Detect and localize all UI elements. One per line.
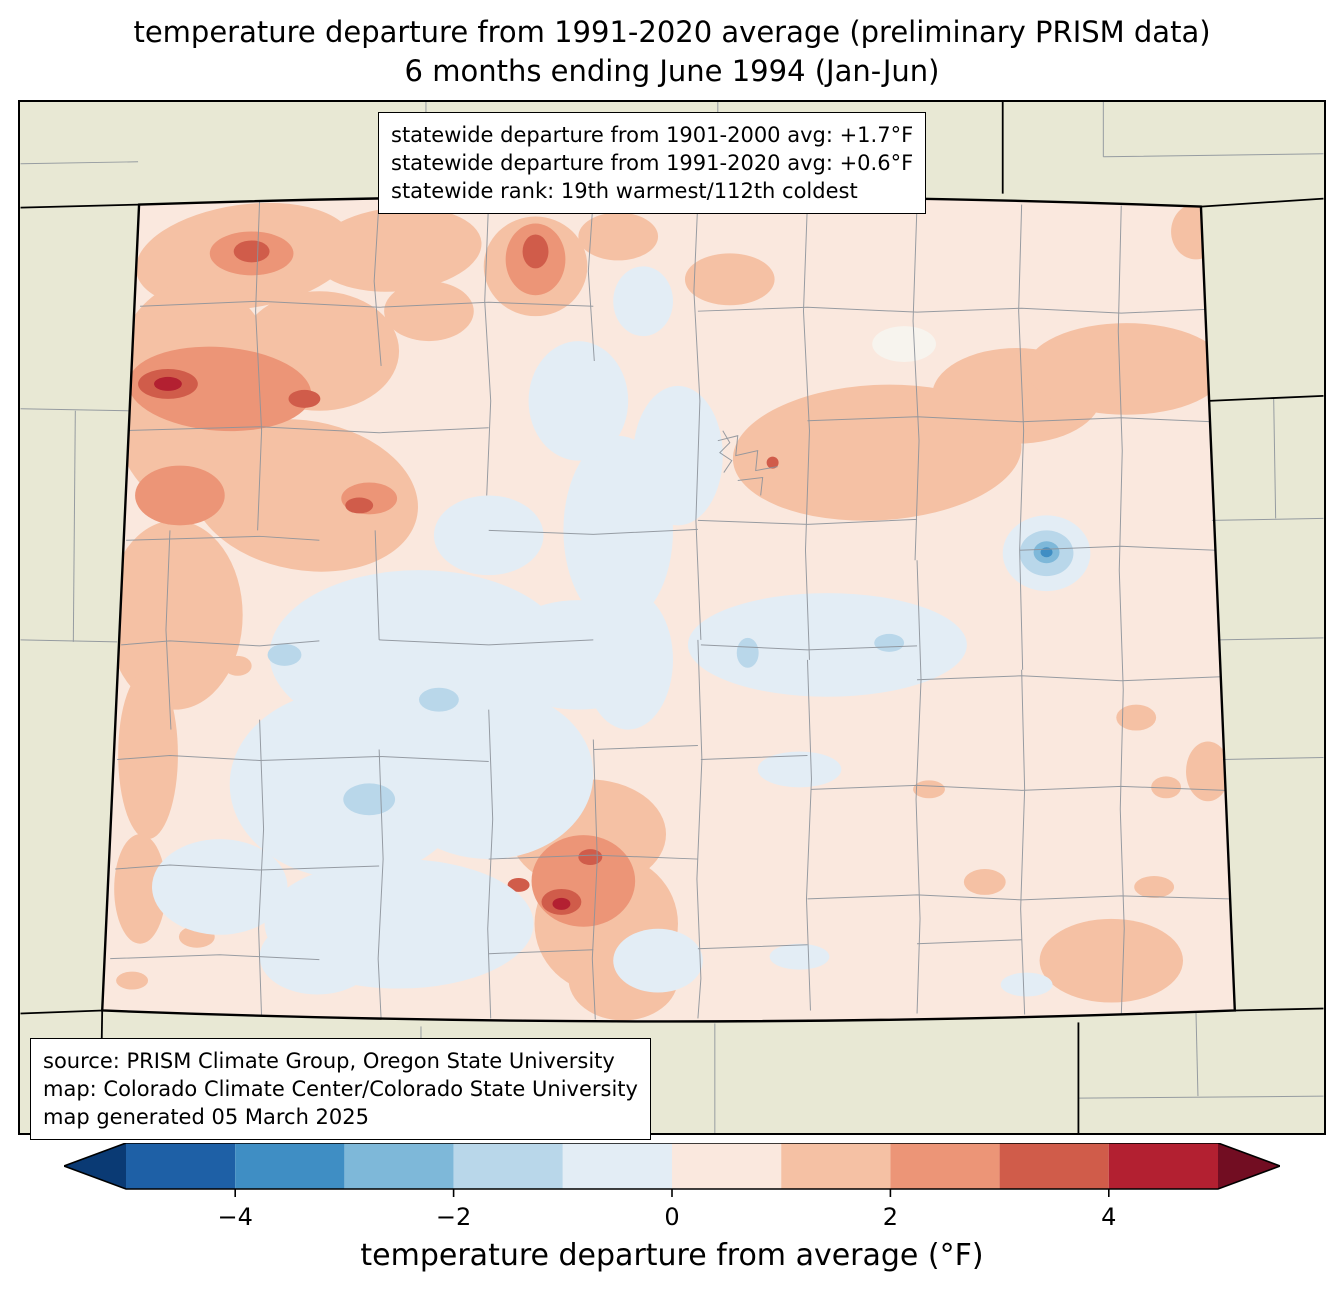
colorbar-segments — [126, 1143, 1218, 1189]
figure-title-line1: temperature departure from 1991-2020 ave… — [133, 15, 1211, 49]
stats-line-1901: statewide departure from 1901-2000 avg: … — [391, 123, 914, 147]
map-credit-line: map: Colorado Climate Center/Colorado St… — [43, 1077, 638, 1101]
colorbar-tick-label: −4 — [217, 1203, 253, 1231]
statewide-stats-box: statewide departure from 1901-2000 avg: … — [378, 112, 927, 214]
colorbar-tick-label: 2 — [882, 1203, 899, 1231]
colorbar-tick-label: −2 — [435, 1203, 472, 1231]
colorbar: −4 −2 0 2 4 — [61, 1142, 1283, 1243]
stats-line-1991: statewide departure from 1991-2020 avg: … — [391, 151, 914, 175]
colorbar-right-arrow — [1218, 1143, 1280, 1189]
county-borders — [110, 197, 1229, 1020]
generated-date-line: map generated 05 March 2025 — [43, 1105, 370, 1129]
colorbar-axis-label: temperature departure from average (°F) — [360, 1238, 984, 1273]
source-line: source: PRISM Climate Group, Oregon Stat… — [43, 1049, 615, 1073]
colorbar-tick-label: 0 — [664, 1203, 680, 1231]
figure-title-line2: 6 months ending June 1994 (Jan-Jun) — [404, 54, 940, 88]
colorbar-left-arrow — [64, 1143, 126, 1189]
colorbar-svg — [61, 1142, 1283, 1197]
cool-bullseye — [1002, 515, 1091, 592]
map-frame: statewide departure from 1901-2000 avg: … — [18, 100, 1326, 1140]
near-zero-spot — [872, 326, 936, 362]
colorado-anomaly-map — [20, 102, 1324, 1133]
colorbar-tick-label: 4 — [1101, 1203, 1117, 1231]
stats-line-rank: statewide rank: 19th warmest/112th colde… — [391, 179, 858, 203]
cool-anomaly-blobs — [152, 266, 1053, 997]
colorbar-outline — [61, 1142, 1283, 1190]
source-box: source: PRISM Climate Group, Oregon Stat… — [30, 1038, 651, 1140]
colorbar-tick-marks — [234, 1189, 1110, 1197]
outside-mask — [20, 102, 1324, 1133]
